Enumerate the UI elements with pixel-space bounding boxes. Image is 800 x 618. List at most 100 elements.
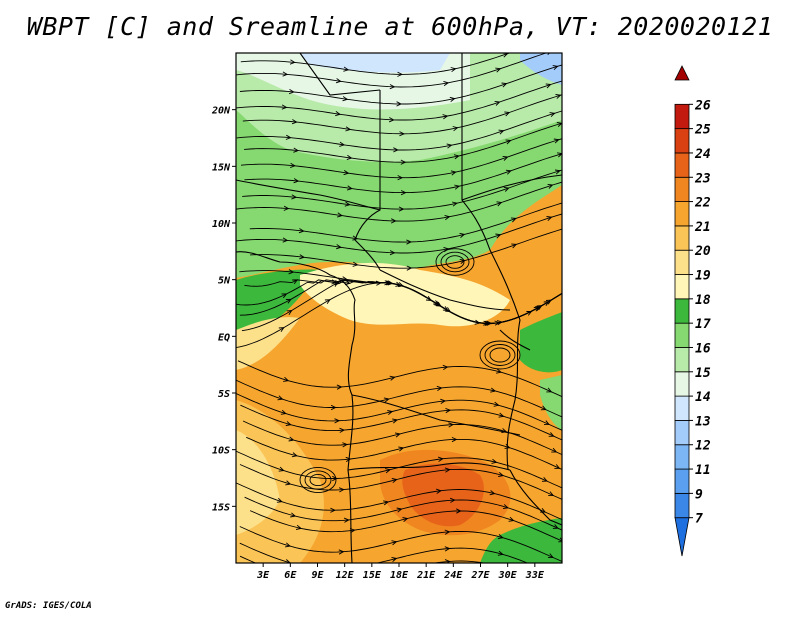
colorbar-segment — [674, 395, 690, 421]
colorbar-label: 25 — [694, 123, 711, 138]
colorbar-label: 22 — [694, 196, 711, 211]
x-tick-label: 3E — [256, 570, 270, 581]
x-tick-label: 18E — [390, 570, 409, 581]
x-tick-label: 21E — [416, 570, 436, 581]
colorbar-segment — [674, 444, 690, 470]
country-borders — [236, 53, 562, 563]
colorbar-label: 24 — [694, 147, 711, 162]
streamline-vortex — [435, 248, 475, 276]
streamline — [244, 496, 562, 531]
streamline-vortex — [299, 466, 337, 494]
colorbar-label: 12 — [695, 439, 711, 454]
x-tick-label: 30E — [498, 570, 518, 581]
colorbar-label: 9 — [695, 487, 703, 502]
x-tick-label: 24E — [443, 570, 463, 581]
colorbar-segment — [674, 517, 690, 557]
streamline-arrow — [498, 564, 503, 568]
streamline — [242, 420, 562, 456]
colorbar-segment — [674, 176, 690, 202]
streamline — [236, 181, 562, 222]
colorbar-label: 11 — [695, 463, 711, 478]
colorbar-label: 18 — [695, 293, 711, 308]
streamline-vortex — [445, 255, 465, 269]
streamline — [244, 153, 562, 194]
colorbar-segment — [674, 420, 690, 446]
streamline — [239, 542, 529, 563]
wbpt-shading — [236, 53, 562, 563]
colorbar-label: 13 — [695, 414, 711, 429]
colorbar: 7 9 11 12 13 14 15 16 17 18 19 20 21 22 23 24 25 26 — [674, 65, 711, 557]
streamline — [242, 169, 562, 210]
streamline-vortex — [304, 470, 332, 490]
colorbar-label: 17 — [695, 317, 711, 332]
streamline-vortex — [309, 473, 327, 487]
colorbar-segment — [674, 103, 690, 130]
y-tick-label: 5N — [218, 276, 231, 287]
streamline — [246, 436, 562, 470]
colorbar-segment — [674, 322, 690, 348]
colorbar-label: 20 — [694, 244, 711, 259]
footer-credit: GrADS: IGES/COLA — [5, 601, 92, 611]
streamline — [244, 122, 562, 163]
y-tick-label: 15N — [212, 162, 231, 173]
chart-title: WBPT [C] and Sreamline at 600hPa, VT: 20… — [26, 12, 774, 41]
colorbar-label: 7 — [695, 512, 703, 527]
streamline — [236, 110, 562, 151]
streamline — [236, 53, 548, 88]
streamline — [239, 64, 562, 105]
streamline-vortex — [479, 340, 521, 370]
x-tick-label: 12E — [336, 570, 355, 581]
streamline-arrow — [563, 227, 568, 231]
streamline-arrow — [548, 583, 553, 587]
streamline — [236, 282, 562, 349]
streamline — [249, 510, 562, 542]
y-tick-label: 5S — [218, 389, 230, 400]
colorbar-segment — [674, 468, 690, 494]
colorbar-segment — [674, 492, 690, 519]
colorbar-segment — [674, 249, 690, 275]
streamline — [242, 94, 562, 135]
colorbar-segment — [674, 201, 690, 227]
streamline-arrow — [562, 201, 567, 205]
streamline — [240, 53, 511, 75]
colorbar-label: 16 — [695, 341, 711, 356]
streamline — [236, 80, 562, 121]
colorbar-segment — [674, 274, 690, 300]
streamline-arrow — [558, 537, 562, 543]
streamline — [240, 404, 562, 441]
streamline-arrow — [548, 570, 553, 574]
colorbar-segment — [674, 371, 690, 397]
streamline — [239, 526, 562, 562]
streamline-vortex — [440, 251, 470, 273]
y-tick-label: 10S — [212, 446, 230, 457]
y-tick-label: 10N — [212, 219, 231, 230]
colorbar-segment — [674, 65, 690, 81]
colorbar-label: 21 — [694, 220, 711, 235]
x-tick-label: 9E — [311, 570, 324, 581]
streamline — [239, 464, 562, 500]
streamline-vortex — [484, 344, 516, 366]
colorbar-segment — [674, 225, 690, 251]
streamline — [250, 228, 562, 269]
x-tick-label: 15E — [363, 570, 382, 581]
streamline-arrow — [557, 152, 562, 158]
streamline — [236, 213, 562, 254]
x-tick-label: 27E — [470, 570, 490, 581]
colorbar-segment — [674, 298, 690, 324]
colorbar-label: 23 — [694, 171, 711, 186]
colorbar-label: 26 — [694, 98, 711, 113]
streamline — [236, 379, 562, 418]
colorbar-label: 15 — [695, 366, 711, 381]
colorbar-segment — [674, 128, 690, 154]
colorbar-label: 14 — [695, 390, 711, 405]
streamline — [236, 450, 562, 489]
colorbar-segment — [674, 347, 690, 373]
x-tick-label: 6E — [284, 570, 297, 581]
streamline — [236, 482, 562, 521]
y-tick-label: 20N — [211, 106, 231, 117]
streamline — [249, 202, 562, 243]
streamline — [237, 360, 562, 398]
streamlines — [236, 53, 568, 587]
streamline-vortex — [489, 347, 511, 363]
